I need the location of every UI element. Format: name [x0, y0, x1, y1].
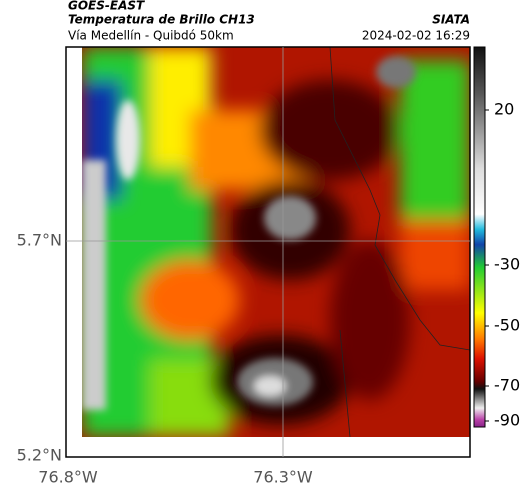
colorbar-tick-label: 20 [494, 100, 514, 119]
colorbar-tick-label: -70 [494, 376, 520, 395]
colorbar-tick-label: -90 [494, 411, 520, 430]
colorbar [473, 46, 486, 428]
title: Temperatura de Brillo CH13 [68, 13, 255, 27]
lon-label: 76.8°W [38, 468, 98, 487]
lat-label: 5.2°N [17, 446, 62, 465]
source: SIATA [432, 13, 470, 27]
map-frame [65, 46, 471, 458]
timestamp: 2024-02-02 16:29 [362, 29, 470, 43]
satellite-image [82, 47, 470, 437]
colorbar-tick-label: -50 [494, 316, 520, 335]
product: GOES-EAST [68, 0, 145, 13]
subtitle: Vía Medellín - Quibdó 50km [68, 29, 234, 43]
colorbar-tick-label: -30 [494, 255, 520, 274]
colorbar-ticks: 20 -30 -50 -70 -90 [485, 100, 520, 430]
lon-label: 76.3°W [253, 468, 313, 487]
lat-label: 5.7°N [17, 231, 62, 250]
